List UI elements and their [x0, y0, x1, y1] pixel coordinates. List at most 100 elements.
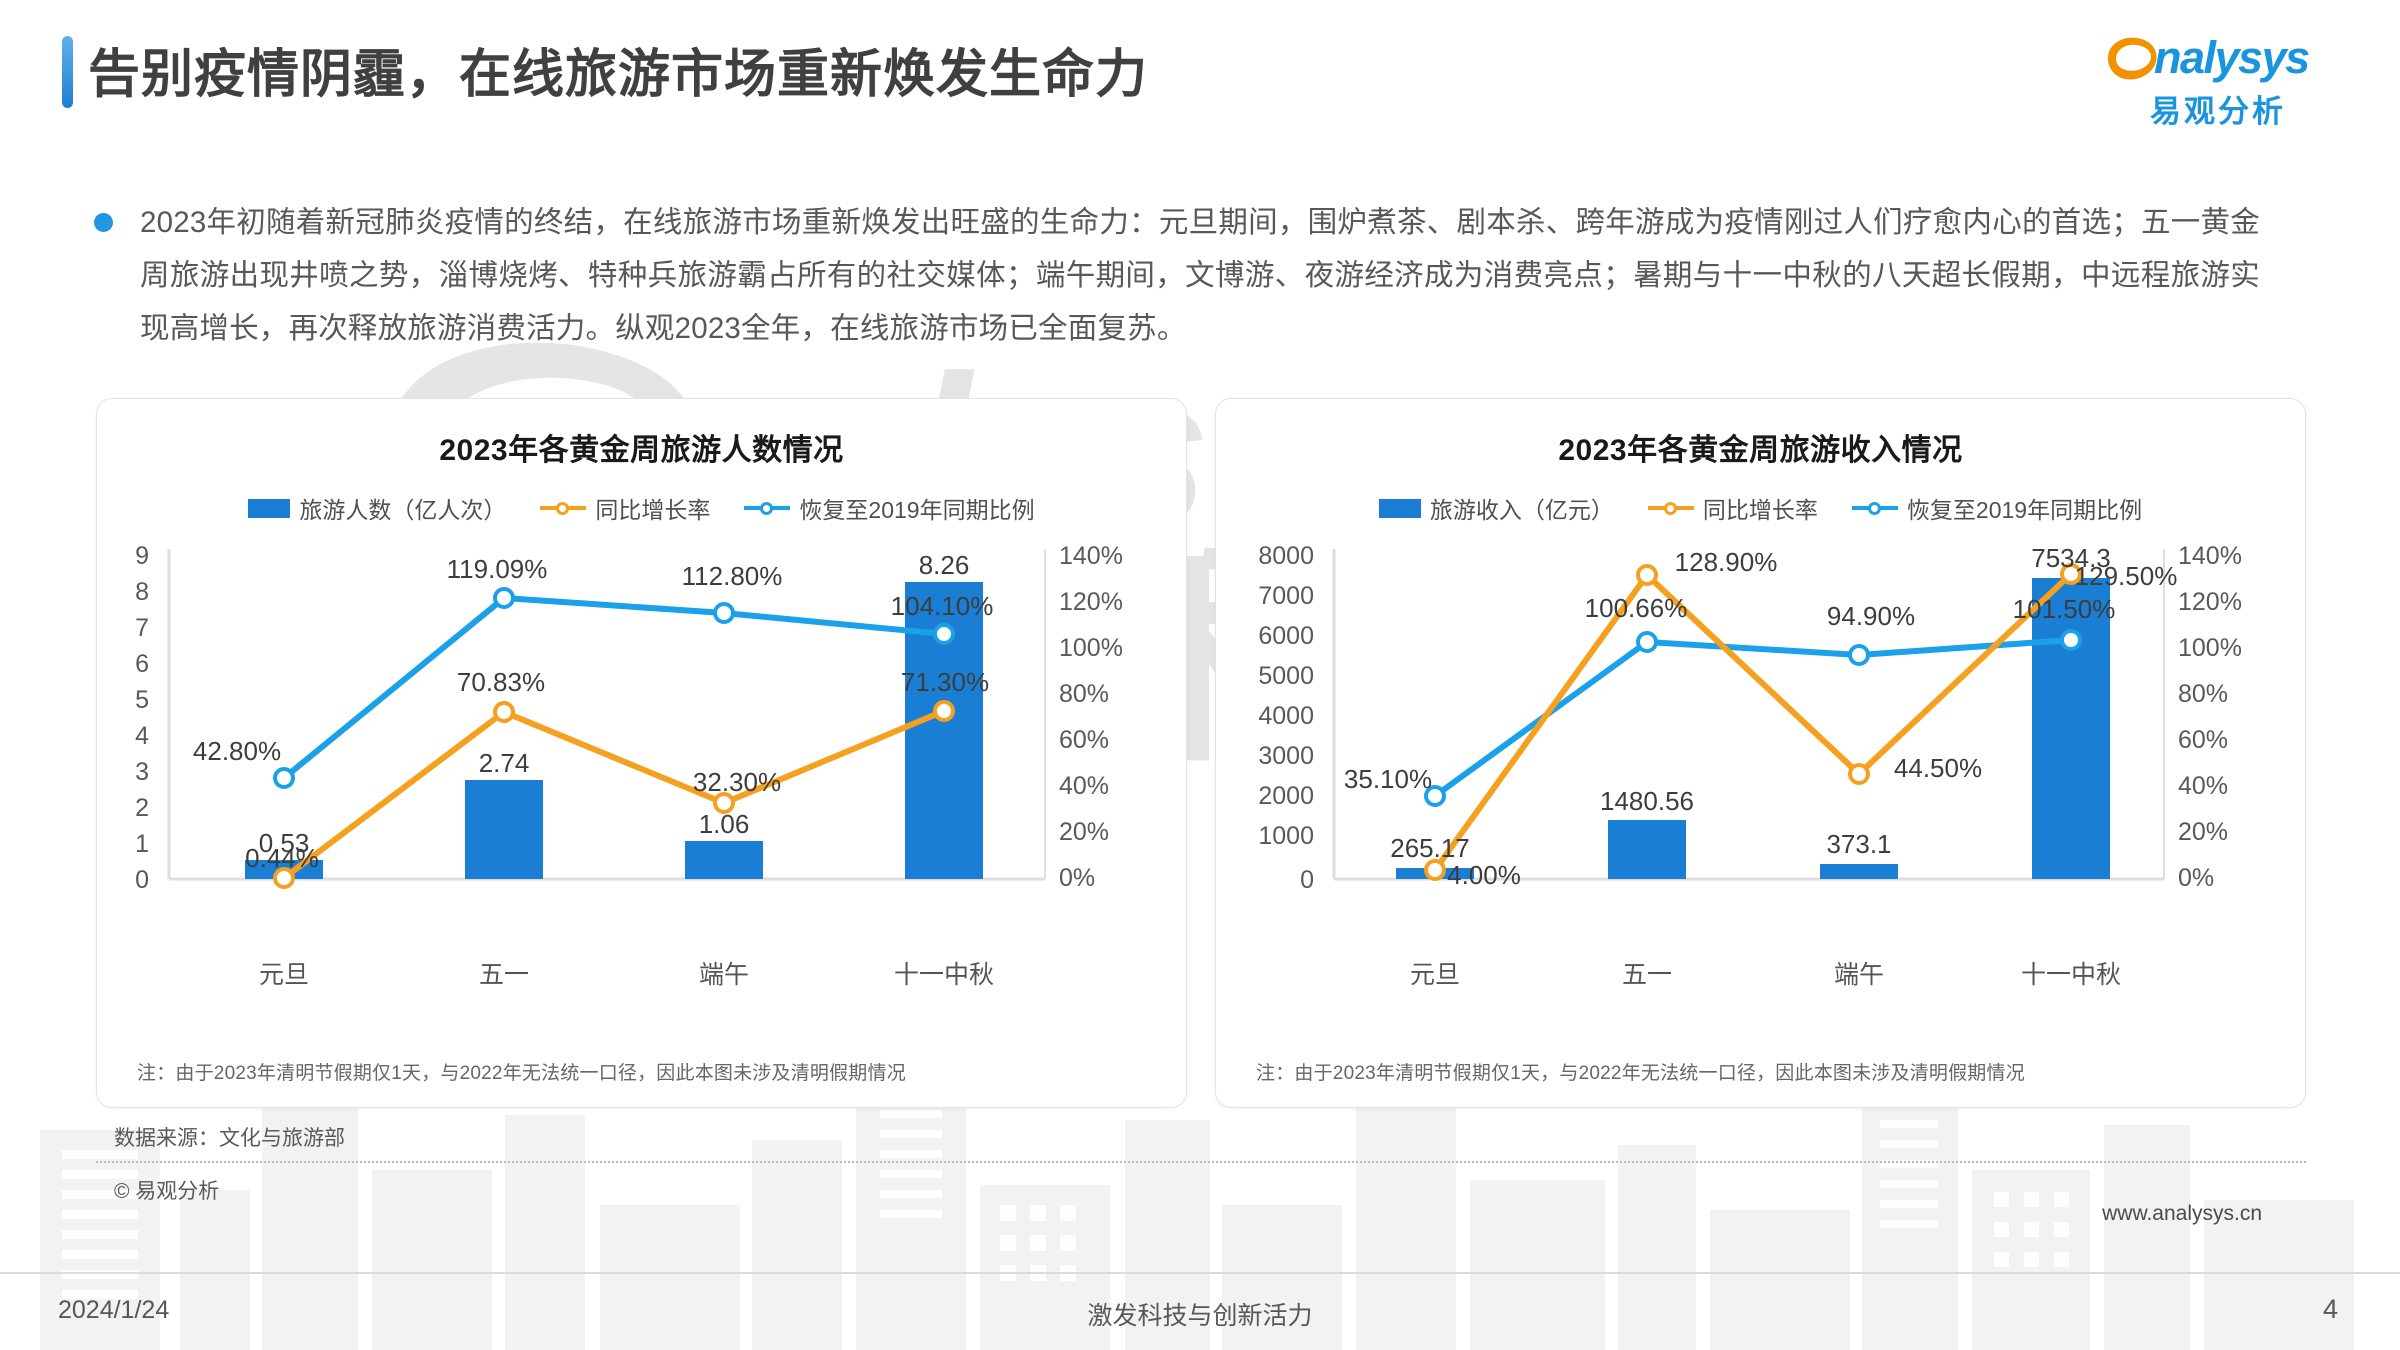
- legend-item-growth-right[interactable]: 同比增长率: [1647, 491, 1818, 525]
- logo-mark-icon: [2108, 37, 2157, 80]
- y-tick-left-5: 5: [135, 686, 149, 714]
- y-tick-left-3: 3: [135, 758, 149, 786]
- chart-title-left: 2023年各黄金周旅游人数情况: [439, 434, 844, 467]
- growth-label-2: 32.30%: [693, 767, 781, 797]
- logo-chinese-name: 易观分析: [2150, 94, 2286, 129]
- recovery-label-r3: 101.50%: [2013, 594, 2116, 624]
- y2-tick-140: 140%: [1059, 542, 1123, 570]
- x-axis-right: 元旦 五一 端午 十一中秋: [1216, 955, 2305, 999]
- growth-line-left: [282, 708, 946, 881]
- bar-duanwu-rev: [1820, 864, 1898, 879]
- legend-item-recovery-right[interactable]: 恢复至2019年同期比例: [1851, 491, 2143, 525]
- recovery-points-right: [1424, 629, 2082, 807]
- bar-label-1: 2.74: [479, 748, 530, 778]
- y2r-tick-140: 140%: [2178, 542, 2242, 570]
- growth-label-0: 0.44%: [245, 843, 319, 873]
- chart-plot-left: 9 8 7 6 5 4 3 2 1 0 140% 120% 100% 80%: [97, 535, 1186, 955]
- legend-label-bar-left: 旅游人数（亿人次）: [299, 497, 507, 523]
- x-label-right-1: 五一: [1621, 961, 1673, 989]
- recovery-label-r2: 94.90%: [1827, 601, 1915, 631]
- website-link[interactable]: www.analysys.cn: [2102, 1202, 2262, 1225]
- x-label-right-3: 十一中秋: [2020, 961, 2122, 989]
- logo-wordmark: nalysys: [2154, 32, 2310, 83]
- page-header: 告别疫情阴霾，在线旅游市场重新焕发生命力 nalysys 易观分析: [0, 0, 2400, 130]
- chart-legend-left: 旅游人数（亿人次） 同比增长率 恢复至2019年同期比例: [97, 491, 1186, 525]
- chart-note-left: 注：由于2023年清明节假期仅1天，与2022年无法统一口径，因此本图未涉及清明…: [137, 1063, 906, 1084]
- bar-label-3: 8.26: [919, 550, 970, 580]
- data-source-label: 数据来源：文化与旅游部: [114, 1127, 345, 1150]
- y-tick-left-6: 6: [135, 650, 149, 678]
- legend-label-growth-right: 同比增长率: [1702, 497, 1818, 523]
- bar-label-r2: 373.1: [1826, 829, 1891, 859]
- legend-label-bar-right: 旅游收入（亿元）: [1429, 497, 1614, 523]
- growth-label-3: 71.30%: [901, 667, 989, 697]
- bar-series-right: [1396, 578, 2110, 879]
- recovery-label-0: 42.80%: [193, 736, 281, 766]
- y-tick-right-5000: 5000: [1258, 662, 1314, 690]
- source-strip: 数据来源：文化与旅游部 © 易观分析 www.analysys.cn: [96, 1122, 2306, 1225]
- chart-legend-right: 旅游收入（亿元） 同比增长率 恢复至2019年同期比例: [1216, 491, 2305, 525]
- legend-label-growth-left: 同比增长率: [595, 497, 711, 523]
- y2-tick-0: 0%: [1059, 864, 1095, 892]
- footer-date: 2024/1/24: [58, 1296, 170, 1324]
- y2-tick-80: 80%: [1059, 680, 1109, 708]
- x-axis-left: 元旦 五一 端午 十一中秋: [97, 955, 1186, 999]
- bar-label-0: 0.53: [259, 828, 310, 858]
- chart-card-visitors: 2023年各黄金周旅游人数情况 旅游人数（亿人次） 同比增长率 恢复至2019年…: [96, 398, 1187, 1108]
- chart-card-revenue: 2023年各黄金周旅游收入情况 旅游收入（亿元） 同比增长率 恢复至2019年同…: [1215, 398, 2306, 1108]
- chart-title-right: 2023年各黄金周旅游收入情况: [1558, 434, 1963, 467]
- footer-slogan: 激发科技与创新活力: [1087, 1302, 1313, 1330]
- growth-label-r2: 44.50%: [1894, 753, 1982, 783]
- legend-label-recovery-right: 恢复至2019年同期比例: [1906, 497, 2143, 523]
- dotted-divider: [96, 1161, 2306, 1163]
- y2r-tick-20: 20%: [2178, 818, 2228, 846]
- legend-item-bar-right[interactable]: 旅游收入（亿元）: [1378, 491, 1614, 525]
- x-label-left-1: 五一: [478, 961, 530, 989]
- growth-line-right: [1432, 571, 2074, 872]
- y2-tick-20: 20%: [1059, 818, 1109, 846]
- y-tick-right-0: 0: [1300, 866, 1314, 894]
- legend-item-bar-left[interactable]: 旅游人数（亿人次）: [248, 491, 506, 525]
- y-tick-left-1: 1: [135, 830, 149, 858]
- bullet-dot-icon: [94, 213, 113, 232]
- legend-label-recovery-left: 恢复至2019年同期比例: [799, 497, 1035, 523]
- recovery-line-left: [282, 595, 945, 781]
- y-tick-right-7000: 7000: [1258, 582, 1314, 610]
- y-tick-right-6000: 6000: [1258, 622, 1314, 650]
- analysys-logo: nalysys 易观分析: [2088, 28, 2348, 133]
- y2r-tick-0: 0%: [2178, 864, 2214, 892]
- legend-item-growth-left[interactable]: 同比增长率: [540, 491, 710, 525]
- skyline-decoration: [40, 1065, 2354, 1350]
- bar-shiyizhongqiu-rev: [2032, 578, 2110, 879]
- title-accent-bar: [62, 36, 73, 108]
- growth-points-right: [1424, 563, 2082, 881]
- legend-swatch-bar-icon: [248, 498, 291, 518]
- recovery-label-3: 104.10%: [891, 591, 994, 621]
- bar-wuyi: [465, 780, 543, 879]
- y2-tick-40: 40%: [1059, 772, 1109, 800]
- y2-tick-60: 60%: [1059, 726, 1109, 754]
- summary-bullet: 2023年初随着新冠肺炎疫情的终结，在线旅游市场重新焕发出旺盛的生命力：元旦期间…: [94, 196, 2260, 355]
- summary-text: 2023年初随着新冠肺炎疫情的终结，在线旅游市场重新焕发出旺盛的生命力：元旦期间…: [140, 206, 2260, 345]
- bar-duanwu: [685, 841, 763, 879]
- y-tick-left-0: 0: [135, 866, 149, 894]
- bar-label-r1: 1480.56: [1600, 786, 1694, 816]
- y-tick-right-3000: 3000: [1258, 742, 1314, 770]
- growth-points-left: [273, 700, 955, 889]
- recovery-label-1: 119.09%: [447, 554, 548, 584]
- y-tick-right-4000: 4000: [1258, 702, 1314, 730]
- y-tick-right-8000: 8000: [1258, 542, 1314, 570]
- y-tick-left-8: 8: [135, 578, 149, 606]
- x-label-right-2: 端午: [1833, 961, 1885, 989]
- growth-label-r0: 4.00%: [1447, 860, 1521, 890]
- y2r-tick-40: 40%: [2178, 772, 2228, 800]
- y-tick-right-2000: 2000: [1258, 782, 1314, 810]
- footer-divider: [0, 1272, 2400, 1274]
- y2-tick-120: 120%: [1059, 588, 1123, 616]
- y2r-tick-100: 100%: [2178, 634, 2242, 662]
- copyright-label: © 易观分析: [114, 1180, 220, 1203]
- legend-swatch-growth-icon: [540, 500, 587, 516]
- y-tick-right-1000: 1000: [1258, 822, 1314, 850]
- legend-swatch-bar-icon: [1378, 498, 1421, 518]
- legend-item-recovery-left[interactable]: 恢复至2019年同期比例: [744, 491, 1035, 525]
